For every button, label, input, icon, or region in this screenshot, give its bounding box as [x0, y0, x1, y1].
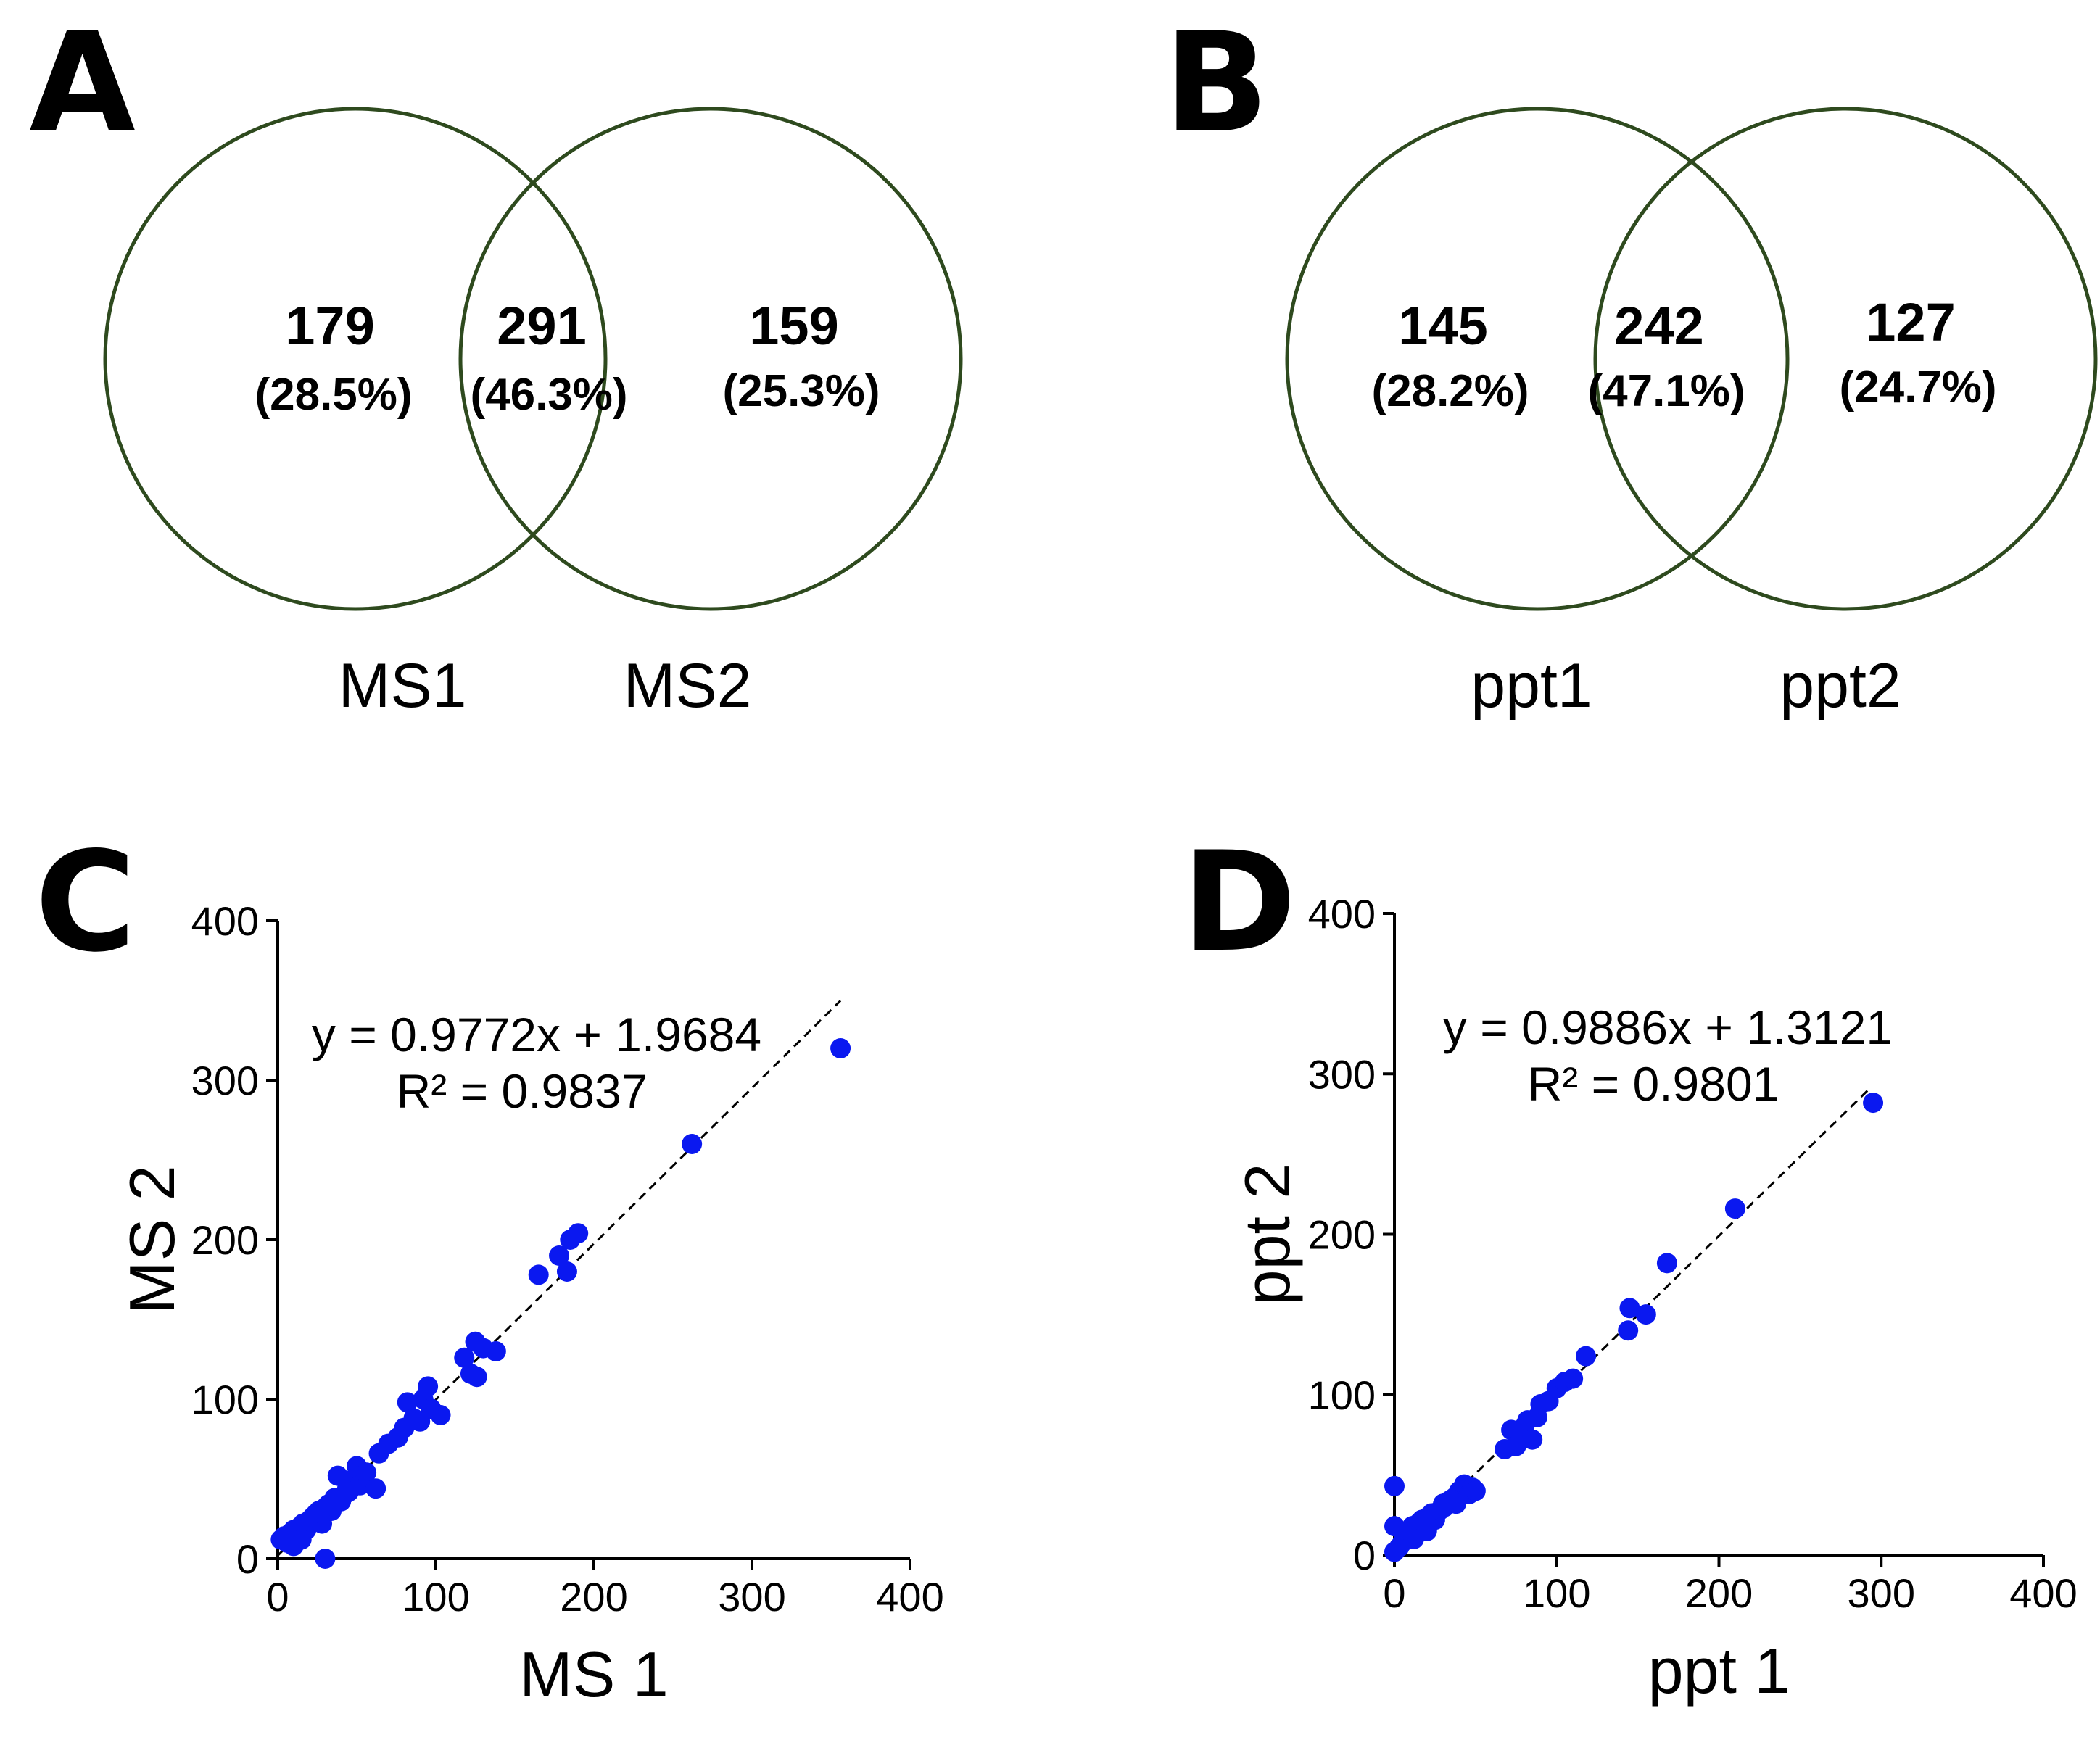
- data-point: [365, 1478, 386, 1499]
- y-tick-label: 300: [191, 1058, 259, 1103]
- venn-circle-ms2: [458, 107, 963, 611]
- data-point: [291, 1529, 312, 1550]
- x-axis-title: MS 1: [519, 1638, 668, 1710]
- y-tick-label: 100: [1308, 1372, 1376, 1418]
- x-tick-label: 300: [718, 1574, 785, 1620]
- data-point: [556, 1261, 577, 1282]
- data-point: [1384, 1475, 1405, 1496]
- data-point: [356, 1462, 377, 1483]
- venn-b-overlap-pct: (47.1%): [1587, 366, 1745, 416]
- venn-circle-ms1: [103, 107, 608, 611]
- venn-b-left-label: ppt1: [1471, 651, 1592, 721]
- y-tick-label: 100: [191, 1377, 259, 1422]
- panel-letter-a: A: [29, 3, 136, 163]
- venn-a-right-count: 159: [749, 296, 838, 356]
- data-point: [1563, 1368, 1584, 1389]
- data-point: [397, 1392, 418, 1413]
- y-tick-label: 300: [1308, 1051, 1376, 1097]
- venn-b-left-count: 145: [1398, 296, 1487, 356]
- regression-line: [276, 1000, 842, 1557]
- y-tick-label: 200: [1308, 1212, 1376, 1258]
- regression-equation: y = 0.9772x + 1.9684: [312, 1008, 761, 1061]
- data-point: [1465, 1480, 1486, 1501]
- venn-a-left-label: MS1: [339, 651, 467, 721]
- data-point: [315, 1549, 336, 1569]
- data-point: [549, 1245, 570, 1266]
- scatter-plot-d: 0 100 200 300 400 0 100 200 300 400 ppt 1 ppt 2 y = …: [1231, 891, 2078, 1707]
- y-tick-label: 400: [1308, 891, 1376, 937]
- data-point: [485, 1341, 506, 1361]
- data-point: [1618, 1320, 1639, 1341]
- x-tick-label: 100: [1523, 1570, 1590, 1616]
- y-axis-title: ppt 2: [1231, 1164, 1303, 1306]
- x-tick-label: 300: [1848, 1570, 1915, 1616]
- scatter-plot-c: 0 100 200 300 400 0 100 200 300 400 MS 1 MS 2 y = 0.…: [116, 898, 944, 1710]
- venn-a-overlap-count: 291: [497, 296, 586, 356]
- x-tick-label: 0: [1383, 1570, 1405, 1616]
- data-point: [1416, 1520, 1437, 1541]
- data-point: [1576, 1346, 1597, 1367]
- data-point: [466, 1367, 487, 1388]
- data-point: [1656, 1253, 1677, 1274]
- y-tick-label: 400: [191, 898, 259, 944]
- venn-b-overlap-count: 242: [1614, 296, 1703, 356]
- data-point: [1619, 1298, 1640, 1319]
- venn-a-left-count: 179: [285, 296, 374, 356]
- data-point: [1446, 1493, 1467, 1514]
- venn-a-right-pct: (25.3%): [722, 366, 880, 416]
- data-point: [528, 1264, 549, 1285]
- data-point: [682, 1134, 703, 1154]
- venn-b-left-pct: (28.2%): [1371, 366, 1529, 416]
- x-tick-label: 0: [266, 1574, 289, 1620]
- venn-diagram-b: 145 (28.2%) 242 (47.1%) 127 (24.7%) ppt1…: [1285, 107, 2098, 721]
- data-point: [323, 1496, 344, 1517]
- venn-a-overlap-pct: (46.3%): [470, 370, 627, 420]
- data-point: [339, 1481, 360, 1502]
- data-point: [430, 1405, 451, 1425]
- x-tick-label: 400: [2009, 1570, 2077, 1616]
- venn-circle-ppt1: [1285, 107, 1790, 611]
- data-point: [1863, 1093, 1884, 1114]
- x-axis-title: ppt 1: [1648, 1635, 1790, 1707]
- regression-equation: y = 0.9886x + 1.3121: [1443, 1000, 1893, 1054]
- venn-diagram-a: 179 (28.5%) 291 (46.3%) 159 (25.3%) MS1 …: [103, 107, 963, 721]
- data-point: [418, 1376, 439, 1397]
- venn-circle-ppt2: [1593, 107, 2098, 611]
- data-point: [830, 1038, 851, 1058]
- venn-a-left-pct: (28.5%): [255, 370, 412, 420]
- data-point: [1522, 1429, 1543, 1450]
- venn-b-right-label: ppt2: [1779, 651, 1901, 721]
- y-axis-title: MS 2: [116, 1165, 188, 1314]
- data-point: [1724, 1198, 1745, 1219]
- panel-letter-c: C: [35, 822, 136, 982]
- y-tick-label: 200: [191, 1217, 259, 1263]
- y-tick-label: 0: [1353, 1533, 1376, 1578]
- y-tick-label: 0: [236, 1536, 259, 1582]
- x-tick-label: 200: [560, 1574, 627, 1620]
- r-squared-label: R² = 0.9837: [397, 1064, 648, 1118]
- panel-letter-b: B: [1164, 3, 1269, 163]
- x-tick-label: 400: [876, 1574, 943, 1620]
- regression-line: [1393, 1087, 1871, 1554]
- panel-letter-d: D: [1182, 822, 1297, 982]
- venn-b-right-pct: (24.7%): [1839, 362, 1996, 413]
- data-point: [1635, 1304, 1656, 1325]
- data-point: [454, 1347, 475, 1368]
- venn-b-right-count: 127: [1866, 292, 1955, 352]
- r-squared-label: R² = 0.9801: [1528, 1057, 1779, 1111]
- data-point: [568, 1223, 589, 1244]
- x-tick-label: 100: [402, 1574, 469, 1620]
- x-tick-label: 200: [1685, 1570, 1753, 1616]
- venn-a-right-label: MS2: [624, 651, 752, 721]
